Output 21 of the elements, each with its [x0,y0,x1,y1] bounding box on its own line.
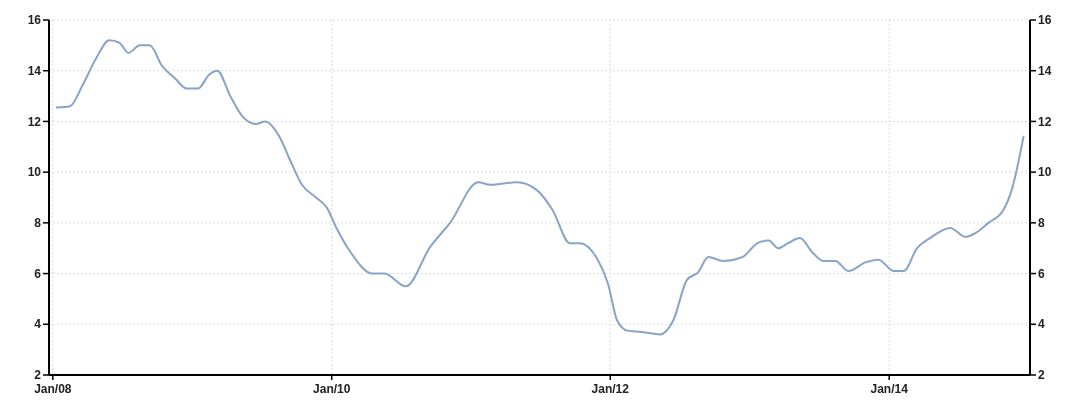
x-tick-label: Jan/14 [870,382,909,396]
y2-tick-label: 4 [1038,317,1045,332]
y-tick-label: 10 [27,165,42,180]
y-tick-label: 6 [34,266,42,281]
y-tick-label: 14 [27,63,42,78]
x-tick-label: Jan/10 [313,382,351,396]
y-tick-label: 4 [34,317,42,332]
y-tick-label: 2 [34,368,42,383]
y-tick-label: 12 [27,114,42,129]
y2-tick-label: 2 [1038,368,1045,383]
y2-tick-label: 14 [1038,63,1052,78]
x-tick-label: Jan/08 [34,382,72,396]
y2-tick-label: 12 [1038,114,1052,129]
y-tick-label: 16 [27,13,42,28]
line-series [55,39,1025,336]
y-tick-label: 8 [34,216,42,231]
y2-tick-label: 10 [1038,165,1052,180]
y2-tick-label: 16 [1038,13,1052,28]
x-tick-label: Jan/12 [591,382,630,396]
y2-tick-label: 8 [1038,216,1045,231]
y2-tick-label: 6 [1038,266,1045,281]
